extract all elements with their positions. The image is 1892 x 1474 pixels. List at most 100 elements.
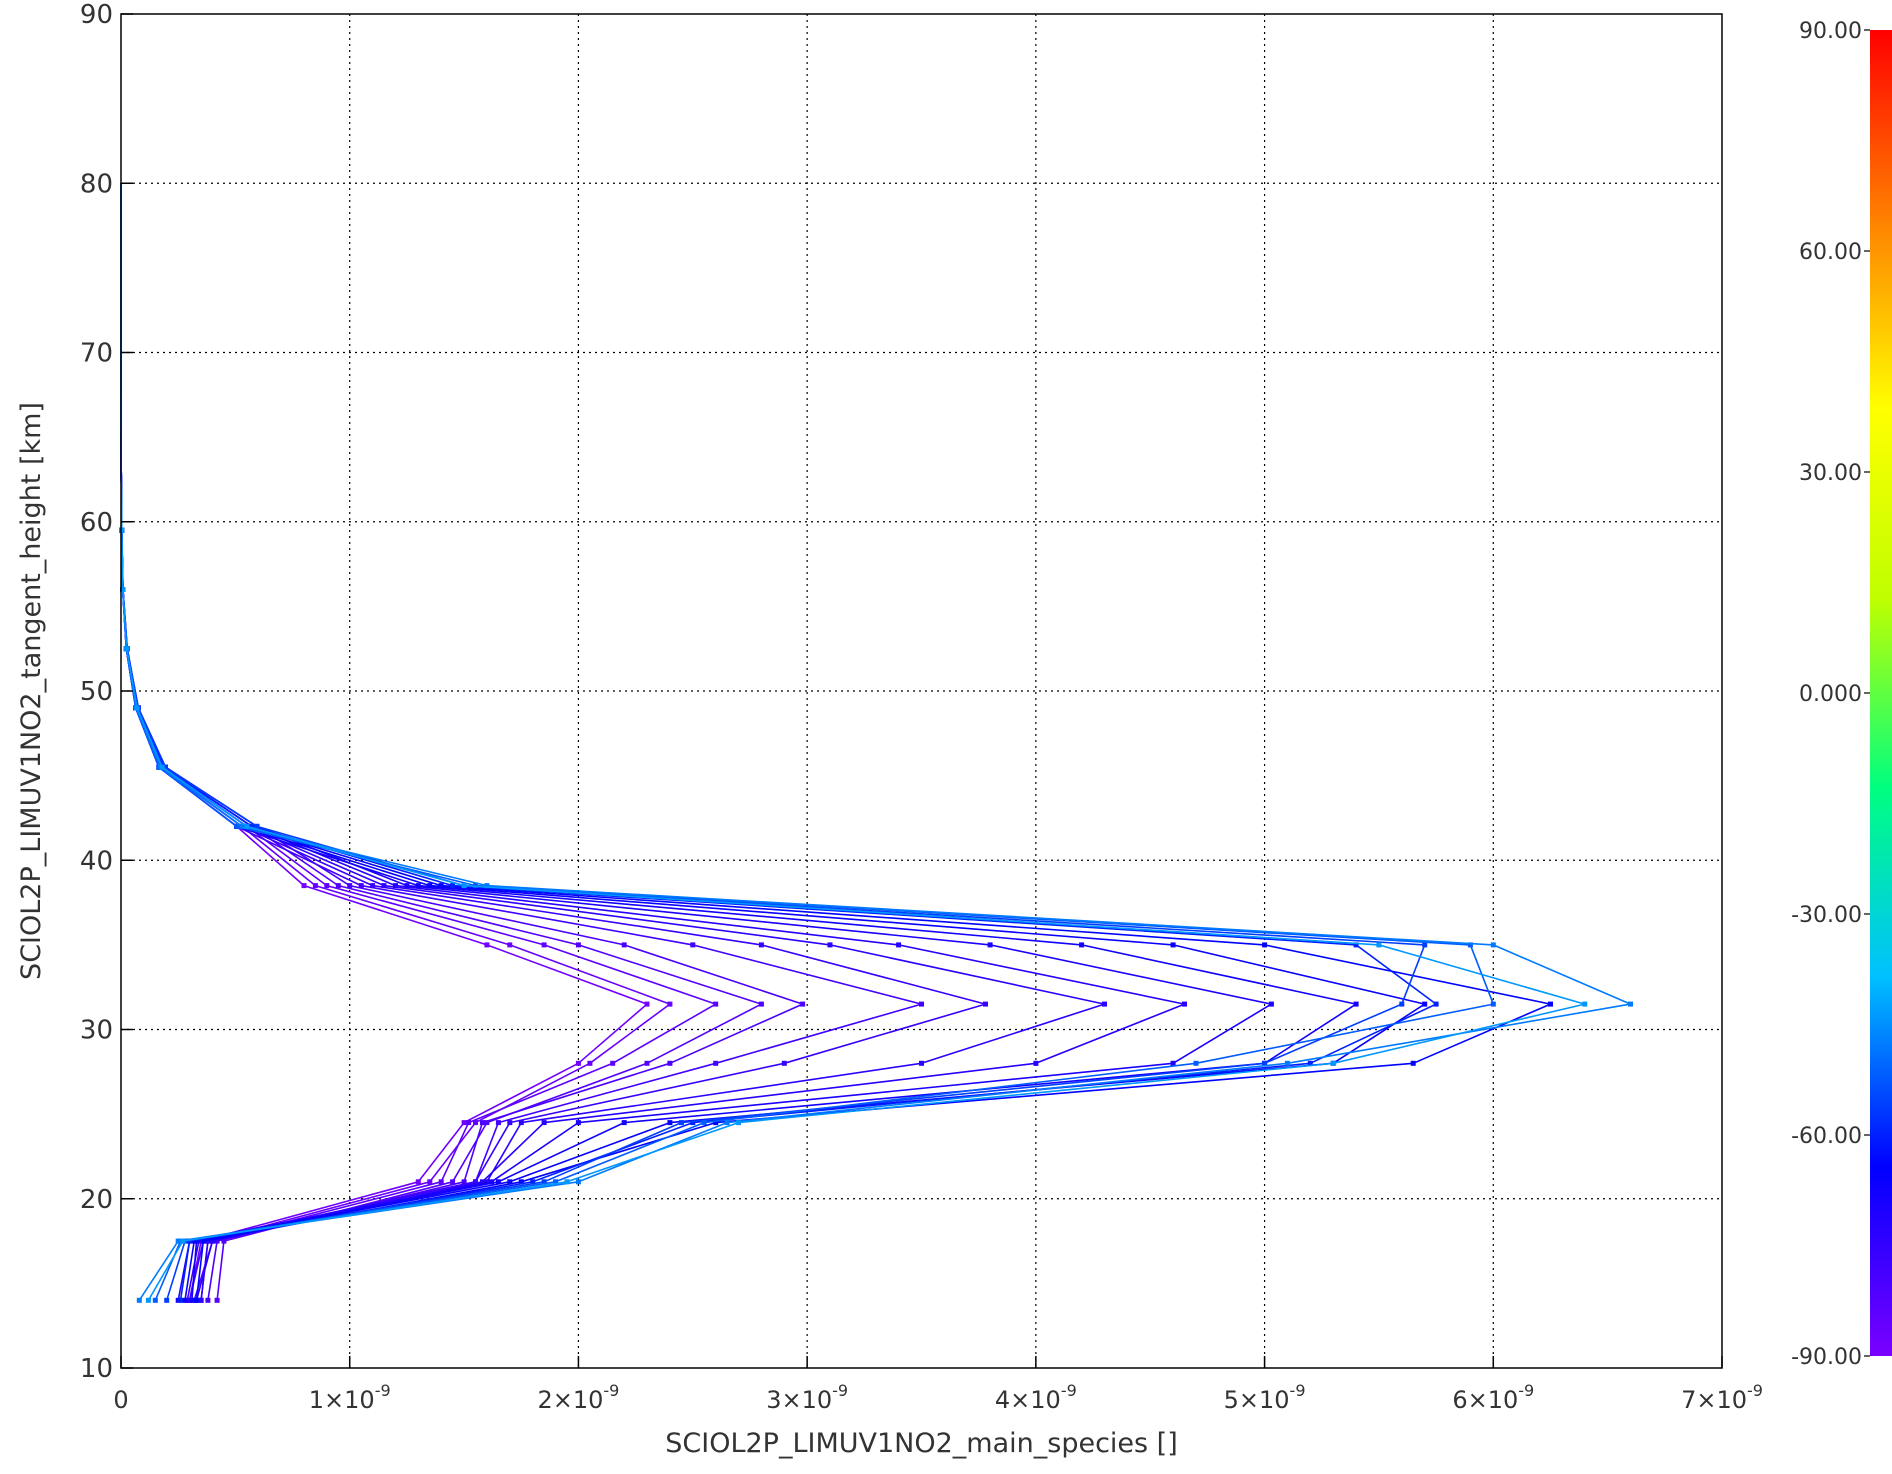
- data-point: [1490, 942, 1496, 948]
- data-point: [175, 1238, 181, 1244]
- data-point: [1422, 1001, 1428, 1007]
- data-point: [1193, 1060, 1199, 1066]
- data-point: [724, 1120, 730, 1126]
- y-tick-label: 20: [80, 1185, 113, 1215]
- colorbar-tick-label: -60.00: [1791, 1124, 1862, 1149]
- data-point: [919, 1060, 924, 1066]
- data-point: [736, 1120, 741, 1126]
- data-point: [163, 764, 168, 770]
- data-point: [575, 1120, 581, 1126]
- series-line: [120, 183, 987, 1301]
- data-point: [335, 883, 341, 889]
- data-point: [621, 1120, 627, 1126]
- data-point: [312, 883, 318, 889]
- colorbar-tick-label: 30.00: [1799, 461, 1862, 486]
- series-line: [120, 183, 1426, 1301]
- data-point: [164, 1297, 170, 1303]
- data-point: [701, 1120, 707, 1126]
- data-point: [466, 1120, 472, 1126]
- data-point: [530, 1179, 536, 1185]
- data-point: [180, 1238, 186, 1244]
- data-point: [610, 1060, 616, 1066]
- y-tick-label: 10: [80, 1354, 113, 1384]
- data-point: [484, 1179, 490, 1185]
- data-point: [575, 1060, 581, 1066]
- data-point: [136, 1297, 142, 1303]
- series-line: [120, 183, 1106, 1301]
- data-point: [427, 883, 433, 889]
- data-point: [541, 1179, 547, 1185]
- data-point: [450, 1179, 456, 1185]
- data-point: [438, 883, 444, 889]
- data-point: [134, 705, 140, 711]
- data-point: [461, 1179, 467, 1185]
- data-point: [484, 1120, 490, 1126]
- data-point: [178, 1297, 183, 1303]
- data-point: [120, 587, 126, 592]
- data-point: [239, 823, 245, 829]
- data-point: [575, 942, 581, 948]
- data-point: [182, 1297, 188, 1303]
- data-point: [667, 1120, 673, 1126]
- y-tick-label: 30: [80, 1016, 113, 1046]
- data-point: [370, 883, 376, 889]
- data-point: [1548, 1001, 1553, 1007]
- data-point: [1170, 942, 1176, 948]
- data-point: [1433, 1001, 1439, 1007]
- data-point: [484, 942, 490, 948]
- grid: [121, 14, 1722, 1368]
- x-tick-label: 1×10-9: [309, 1381, 391, 1414]
- data-point: [507, 1120, 513, 1126]
- data-point: [473, 1179, 478, 1185]
- data-point: [438, 1179, 444, 1185]
- data-point: [461, 1120, 467, 1126]
- data-point: [1399, 1001, 1405, 1007]
- data-point: [553, 1179, 559, 1185]
- x-tick-label: 3×10-9: [766, 1381, 848, 1414]
- data-point: [198, 1297, 204, 1303]
- data-point: [541, 942, 547, 948]
- data-point: [1170, 1060, 1176, 1066]
- x-tick-label: 0: [113, 1386, 128, 1414]
- data-point: [1353, 1001, 1359, 1007]
- colorbar-tick-label: 60.00: [1799, 240, 1862, 265]
- data-point: [1330, 1060, 1336, 1066]
- data-point: [495, 1120, 501, 1126]
- data-point: [678, 1120, 684, 1126]
- data-point: [1422, 942, 1428, 948]
- data-point: [427, 1179, 433, 1185]
- data-point: [200, 1238, 206, 1244]
- series-line: [120, 183, 1437, 1301]
- series-line: [120, 183, 671, 1301]
- data-point: [221, 1238, 227, 1244]
- colorbar-ticks: 90.00 60.00 30.00 0.000 -30.00 -60.00 -90.00: [1791, 19, 1870, 1370]
- data-point: [145, 1297, 151, 1303]
- data-point: [415, 883, 421, 889]
- y-tick-label: 70: [80, 339, 113, 369]
- data-point: [1262, 942, 1268, 948]
- y-axis-label: SCIOL2P_LIMUV1NO2_tangent_height [km]: [16, 402, 47, 980]
- data-point: [479, 1120, 485, 1126]
- data-point: [450, 883, 456, 889]
- y-tick-label: 80: [80, 169, 113, 199]
- data-point: [983, 1001, 988, 1007]
- data-point: [484, 883, 490, 889]
- data-point: [479, 1179, 485, 1185]
- data-point: [495, 1179, 501, 1185]
- data-point: [564, 1179, 570, 1185]
- data-point: [358, 883, 364, 889]
- series-lines: [119, 183, 1633, 1303]
- data-point: [205, 1238, 211, 1244]
- data-point: [1490, 1001, 1496, 1007]
- data-point: [1628, 1001, 1633, 1007]
- data-point: [713, 1120, 719, 1126]
- data-point: [234, 823, 240, 829]
- data-point: [347, 883, 353, 889]
- data-point: [919, 1001, 924, 1007]
- data-point: [489, 1179, 494, 1185]
- data-point: [1262, 1060, 1268, 1066]
- data-point: [214, 1238, 220, 1244]
- data-point: [381, 883, 387, 889]
- data-point: [205, 1297, 211, 1303]
- data-point: [461, 883, 467, 889]
